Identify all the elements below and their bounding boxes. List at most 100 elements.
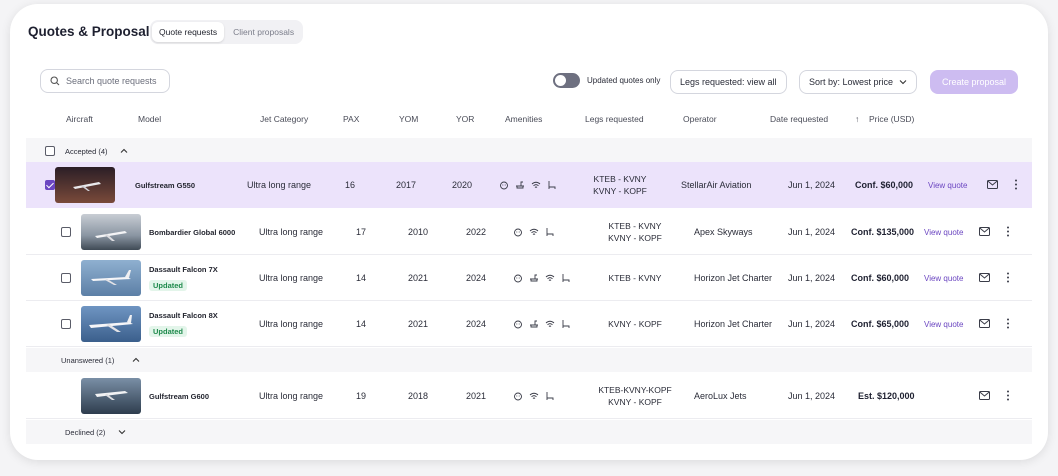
row-date: Jun 1, 2024 (788, 391, 836, 401)
view-quote-link[interactable]: View quote (924, 320, 964, 329)
row-model: Dassault Falcon 8X (149, 311, 218, 320)
wifi-icon (545, 274, 555, 281)
mail-icon[interactable] (979, 319, 990, 328)
group-declined[interactable]: Declined (2) (26, 420, 1032, 444)
updated-only-toggle[interactable] (553, 73, 580, 88)
aircraft-thumbnail (55, 167, 115, 203)
mail-icon[interactable] (979, 227, 990, 236)
row-date: Jun 1, 2024 (788, 273, 836, 283)
table-row[interactable]: Gulfstream G600 Ultra long range 19 2018… (26, 373, 1032, 419)
row-legs: KTEB-KVNY-KOPF KVNY - KOPF (590, 384, 680, 408)
col-model[interactable]: Model (138, 114, 162, 124)
legs-line-1: KTEB - KVNY (608, 221, 662, 231)
more-options-icon[interactable] (1006, 226, 1010, 237)
row-yor: 2021 (466, 391, 487, 401)
aircraft-thumbnail (81, 306, 141, 342)
group-accepted[interactable]: Accepted (4) (26, 138, 1032, 162)
updated-only-label: Updated quotes only (587, 76, 661, 85)
sort-label: Sort by: Lowest price (809, 77, 894, 87)
sort-dropdown[interactable]: Sort by: Lowest price (799, 70, 918, 94)
row-price: Conf. $60,000 (851, 273, 910, 283)
updated-badge: Updated (149, 280, 187, 291)
col-jet-category[interactable]: Jet Category (260, 114, 309, 124)
mail-icon[interactable] (979, 273, 990, 282)
row-yom: 2021 (408, 319, 429, 329)
wifi-icon (529, 392, 539, 399)
legs-line-1: KVNY - KOPF (608, 319, 662, 329)
col-operator[interactable]: Operator (683, 114, 717, 124)
table-row[interactable]: Bombardier Global 6000 Ultra long range … (26, 209, 1032, 255)
search-box[interactable] (40, 69, 170, 93)
col-yom[interactable]: YOM (399, 114, 419, 124)
col-date[interactable]: Date requested (770, 114, 829, 124)
tab-client-proposals[interactable]: Client proposals (233, 27, 295, 37)
chevron-up-icon[interactable] (132, 357, 140, 363)
row-date: Jun 1, 2024 (788, 319, 836, 329)
col-price[interactable]: Price (USD) (869, 114, 915, 124)
col-amenities[interactable]: Amenities (505, 114, 543, 124)
row-date: Jun 1, 2024 (788, 227, 836, 237)
legs-filter-button[interactable]: Legs requested: view all (670, 70, 787, 94)
row-yor: 2020 (452, 180, 473, 190)
row-checkbox[interactable] (61, 319, 71, 329)
aircraft-thumbnail (81, 214, 141, 250)
amenities (513, 319, 571, 329)
row-price: Conf. $65,000 (851, 319, 910, 329)
more-options-icon[interactable] (1006, 390, 1010, 401)
updated-badge: Updated (149, 326, 187, 337)
row-category: Ultra long range (259, 273, 324, 283)
chevron-up-icon[interactable] (120, 148, 128, 154)
legs-line-1: KTEB - KVNY (593, 174, 647, 184)
more-options-icon[interactable] (1006, 318, 1010, 329)
row-legs: KTEB - KVNY (590, 272, 680, 284)
amenities (513, 227, 555, 237)
table-row[interactable]: Dassault Falcon 7X Updated Ultra long ra… (26, 255, 1032, 301)
create-proposal-button[interactable]: Create proposal (930, 70, 1018, 94)
pet-icon (514, 392, 522, 401)
search-icon (50, 76, 60, 86)
table-row[interactable]: Dassault Falcon 8X Updated Ultra long ra… (26, 301, 1032, 347)
row-yom: 2017 (396, 180, 417, 190)
col-legs[interactable]: Legs requested (585, 114, 644, 124)
mail-icon[interactable] (987, 180, 998, 189)
seat-icon (548, 181, 556, 189)
row-price: Conf. $135,000 (851, 227, 915, 237)
view-quote-link[interactable]: View quote (924, 274, 964, 283)
pet-icon (514, 228, 522, 237)
row-checkbox[interactable] (61, 227, 71, 237)
view-quote-link[interactable]: View quote (924, 228, 964, 237)
pet-icon (500, 181, 508, 190)
legs-line-2: KVNY - KOPF (593, 186, 647, 196)
wifi-icon (545, 320, 555, 327)
pet-icon (514, 274, 522, 283)
group-declined-label: Declined (2) (65, 428, 106, 437)
group-accepted-checkbox[interactable] (45, 146, 55, 156)
seat-icon (546, 228, 554, 236)
chevron-down-icon[interactable] (118, 429, 126, 435)
row-yom: 2018 (408, 391, 429, 401)
more-options-icon[interactable] (1006, 272, 1010, 283)
row-operator: Apex Skyways (694, 227, 753, 237)
view-quote-link[interactable]: View quote (928, 181, 968, 190)
row-model: Bombardier Global 6000 (149, 228, 236, 237)
row-category: Ultra long range (247, 180, 312, 190)
more-options-icon[interactable] (1014, 179, 1018, 190)
row-category: Ultra long range (259, 319, 324, 329)
group-accepted-label: Accepted (4) (65, 147, 108, 156)
row-pax: 16 (345, 180, 356, 190)
row-checkbox[interactable] (45, 180, 55, 190)
col-aircraft[interactable]: Aircraft (66, 114, 93, 124)
search-input[interactable] (66, 76, 166, 86)
row-pax: 19 (356, 391, 367, 401)
tab-quote-requests[interactable]: Quote requests (152, 22, 225, 42)
group-unanswered[interactable]: Unanswered (1) (26, 348, 1032, 372)
row-operator: AeroLux Jets (694, 391, 747, 401)
wifi-icon (529, 228, 539, 235)
table-row[interactable]: Gulfstream G550 Ultra long range 16 2017… (26, 162, 1032, 208)
row-checkbox[interactable] (61, 273, 71, 283)
page-title: Quotes & Proposals (28, 24, 158, 39)
row-price: Conf. $60,000 (855, 180, 914, 190)
mail-icon[interactable] (979, 391, 990, 400)
col-pax[interactable]: PAX (343, 114, 360, 124)
col-yor[interactable]: YOR (456, 114, 475, 124)
